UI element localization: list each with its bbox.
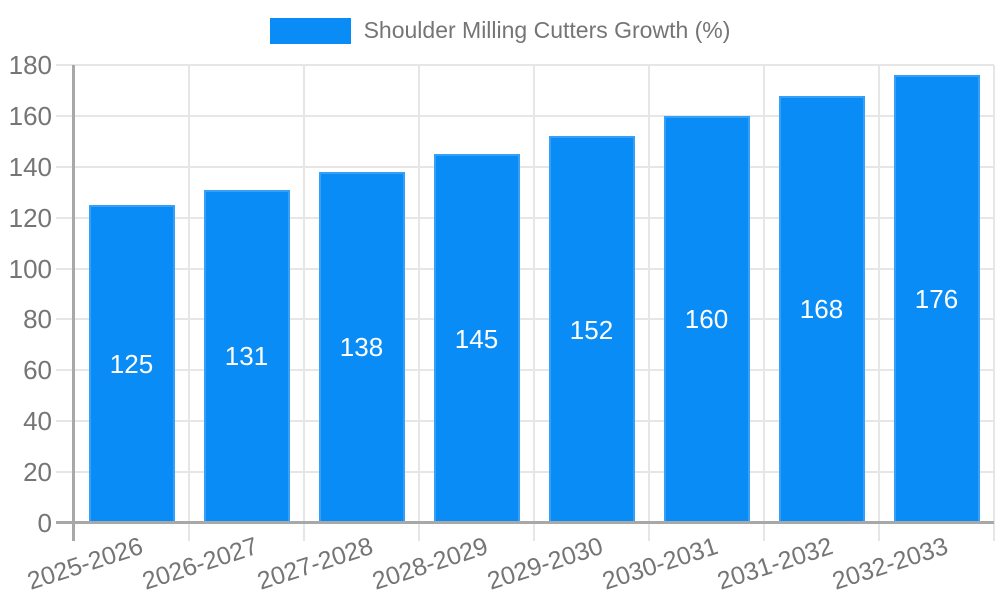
x-gridline xyxy=(533,65,535,523)
y-tick-label: 100 xyxy=(8,253,52,284)
bar[interactable]: 152 xyxy=(548,136,635,523)
bar-value-label: 138 xyxy=(339,332,384,363)
x-gridline xyxy=(648,65,650,523)
y-axis-tick xyxy=(56,64,74,66)
y-tick-label: 40 xyxy=(23,406,52,437)
x-axis-tick xyxy=(878,523,880,541)
y-axis-tick xyxy=(56,216,74,219)
bar-value-label: 176 xyxy=(914,284,959,315)
legend-swatch-icon xyxy=(269,17,351,44)
y-axis-tick xyxy=(56,165,74,168)
x-axis-line xyxy=(56,521,994,524)
y-axis-tick xyxy=(56,369,74,372)
y-axis-tick xyxy=(56,471,74,474)
x-axis-tick xyxy=(303,523,305,541)
y-tick-label: 140 xyxy=(8,151,52,182)
bar-value-label: 168 xyxy=(799,294,844,325)
y-tick-label: 60 xyxy=(23,355,52,386)
x-gridline xyxy=(878,65,880,523)
x-axis-tick xyxy=(533,523,535,541)
y-axis-tick xyxy=(56,420,74,423)
bar-value-label: 160 xyxy=(684,304,729,335)
legend-label: Shoulder Milling Cutters Growth (%) xyxy=(363,17,731,43)
y-tick-label: 80 xyxy=(23,304,52,335)
y-tick-label: 180 xyxy=(8,50,52,80)
x-gridline xyxy=(993,65,995,523)
bar[interactable]: 160 xyxy=(663,115,750,523)
chart-legend: Shoulder Milling Cutters Growth (%) xyxy=(0,17,1000,44)
bar-value-label: 152 xyxy=(569,314,614,345)
bar[interactable]: 131 xyxy=(203,189,290,523)
y-axis-tick xyxy=(56,318,74,321)
x-gridline xyxy=(763,65,765,523)
y-tick-label: 20 xyxy=(23,457,52,488)
x-axis-tick xyxy=(993,523,995,541)
x-axis-tick xyxy=(418,523,420,541)
bar-value-label: 145 xyxy=(454,323,499,354)
bar[interactable]: 176 xyxy=(893,75,980,523)
y-axis-tick xyxy=(56,114,74,117)
bar[interactable]: 125 xyxy=(88,204,175,523)
y-tick-label: 0 xyxy=(37,508,52,538)
bar[interactable]: 145 xyxy=(433,154,520,523)
x-gridline xyxy=(418,65,420,523)
x-axis-tick xyxy=(763,523,765,541)
x-gridline xyxy=(188,65,190,523)
bar[interactable]: 138 xyxy=(318,171,405,523)
bar-value-label: 125 xyxy=(109,348,154,379)
bar[interactable]: 168 xyxy=(778,95,865,523)
y-axis-line xyxy=(72,65,75,541)
legend-item[interactable]: Shoulder Milling Cutters Growth (%) xyxy=(269,17,731,44)
x-axis-tick xyxy=(648,523,650,541)
bar-value-label: 131 xyxy=(224,341,269,372)
y-tick-label: 120 xyxy=(8,202,52,233)
y-tick-label: 160 xyxy=(8,100,52,131)
y-axis-tick xyxy=(56,267,74,270)
x-axis-tick xyxy=(188,523,190,541)
x-gridline xyxy=(303,65,305,523)
